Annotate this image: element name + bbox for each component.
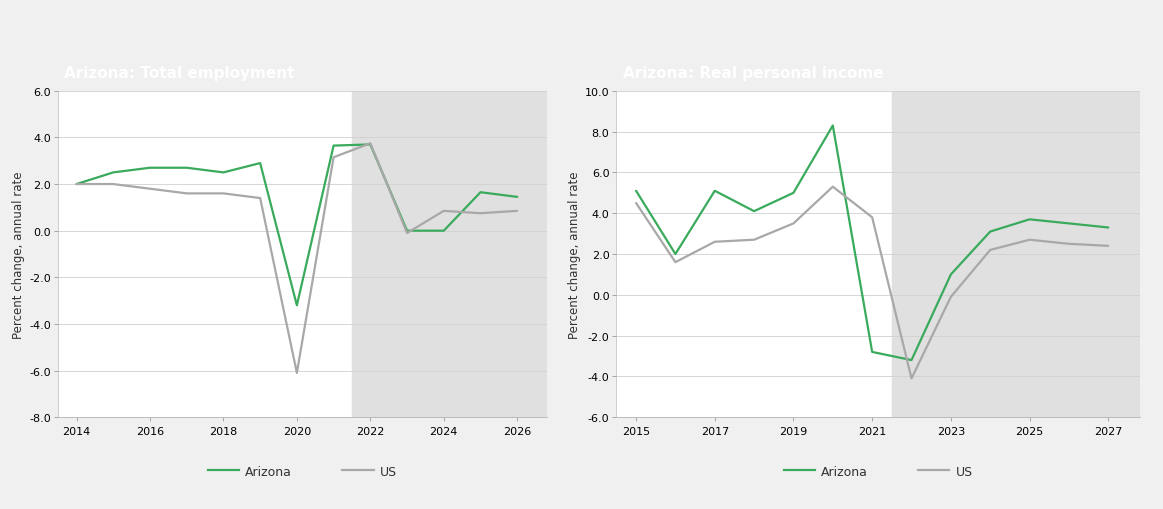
Bar bbox=[352, 92, 547, 417]
Bar bbox=[892, 92, 1140, 417]
Y-axis label: Percent change, annual rate: Percent change, annual rate bbox=[568, 171, 580, 338]
Legend: Arizona, US: Arizona, US bbox=[202, 460, 402, 483]
Y-axis label: Percent change, annual rate: Percent change, annual rate bbox=[13, 171, 26, 338]
Text: Arizona: Real personal income: Arizona: Real personal income bbox=[622, 66, 883, 80]
Text: Arizona: Total employment: Arizona: Total employment bbox=[64, 66, 294, 80]
Legend: Arizona, US: Arizona, US bbox=[778, 460, 978, 483]
